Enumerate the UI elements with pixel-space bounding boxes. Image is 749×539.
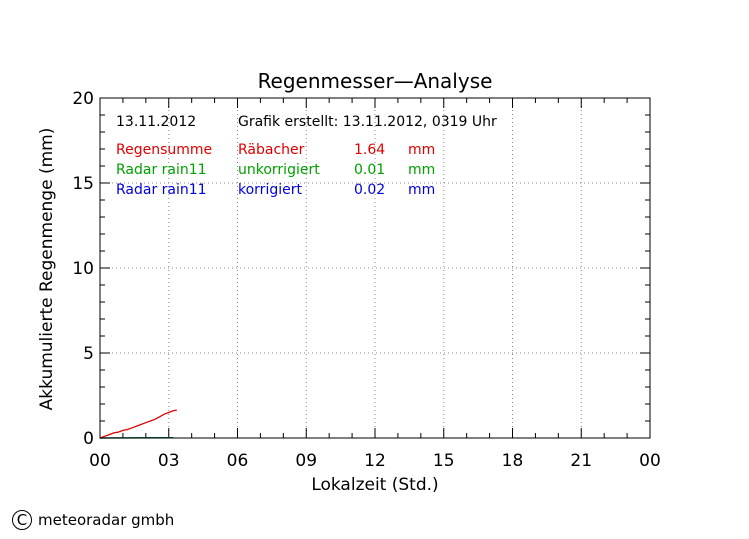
series-line	[99, 409, 177, 439]
legend-entry-text: 0.01	[354, 162, 385, 178]
y-tick-label: 15	[72, 174, 94, 194]
x-tick-label: 03	[158, 451, 180, 471]
legend-entry-text: Radar rain11	[116, 162, 207, 178]
y-tick-label: 5	[83, 344, 94, 364]
legend-entry-text: unkorrigiert	[238, 162, 320, 178]
company-name: meteoradar gmbh	[38, 511, 175, 529]
y-tick-labels: 0 5 10 15 20	[72, 89, 94, 449]
chart-title: Regenmesser—Analyse	[258, 69, 493, 93]
legend: Regensumme Räbacher 1.64 mm Radar rain11 unko…	[116, 142, 435, 198]
y-tick-label: 0	[83, 429, 94, 449]
x-tick-label: 06	[227, 451, 249, 471]
info-date: 13.11.2012	[116, 114, 196, 130]
axis-ticks	[99, 97, 651, 439]
y-axis-label: Akkumulierte Regenmenge (mm)	[37, 128, 57, 411]
data-series	[99, 409, 177, 439]
legend-entry-text: korrigiert	[238, 182, 302, 198]
legend-entry-text: Radar rain11	[116, 182, 207, 198]
x-tick-label: 09	[295, 451, 317, 471]
copyright-icon: C	[12, 510, 32, 530]
x-axis-label: Lokalzeit (Std.)	[311, 475, 438, 495]
legend-entry-text: mm	[408, 162, 435, 178]
x-tick-label: 00	[639, 451, 661, 471]
footer: C meteoradar gmbh	[12, 508, 174, 532]
legend-entry-text: Regensumme	[116, 142, 212, 158]
x-tick-labels: 00 03 06 09 12 15 18 21 00	[89, 451, 661, 471]
legend-entry-text: mm	[408, 182, 435, 198]
grid-lines	[100, 98, 650, 438]
x-tick-label: 18	[502, 451, 524, 471]
y-tick-label: 10	[72, 259, 94, 279]
y-tick-label: 20	[72, 89, 94, 109]
legend-entry-text: 0.02	[354, 182, 385, 198]
plot-frame	[99, 97, 651, 439]
info-created: Grafik erstellt: 13.11.2012, 0319 Uhr	[238, 114, 497, 130]
x-tick-label: 15	[433, 451, 455, 471]
legend-entry-text: mm	[408, 142, 435, 158]
legend-entry-text: 1.64	[354, 142, 385, 158]
x-tick-label: 12	[364, 451, 386, 471]
legend-entry-text: Räbacher	[238, 142, 305, 158]
x-tick-label: 21	[570, 451, 592, 471]
x-tick-label: 00	[89, 451, 111, 471]
